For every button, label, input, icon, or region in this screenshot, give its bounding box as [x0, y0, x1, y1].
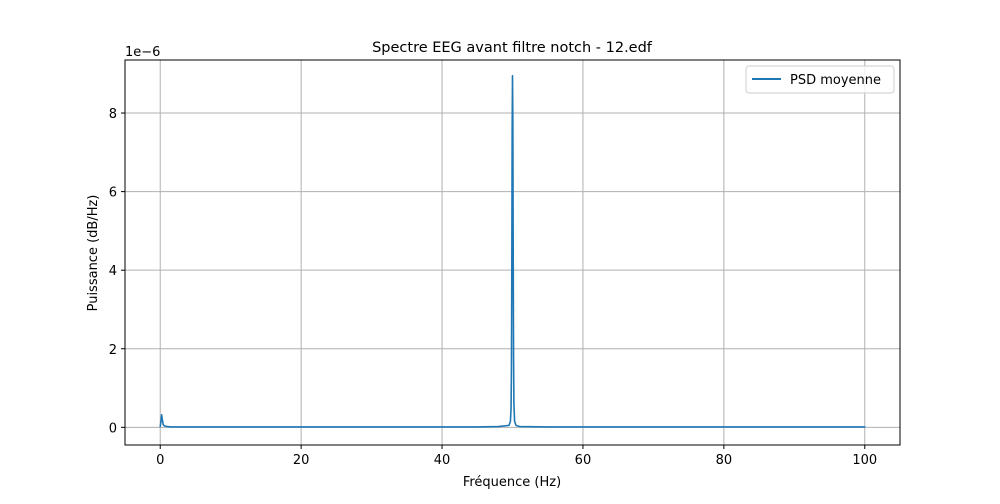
y-tick-label: 2	[109, 343, 117, 358]
x-axis-ticks: 0 20 40 60 80 100	[156, 445, 877, 468]
y-tick-label: 8	[109, 107, 117, 122]
x-tick-label: 0	[156, 453, 164, 468]
legend-box	[745, 65, 895, 94]
y-axis-scale-label: 1e−6	[125, 45, 160, 60]
y-tick-label: 4	[109, 264, 117, 279]
x-tick-label: 80	[716, 453, 733, 468]
y-tick-label: 6	[109, 186, 117, 201]
y-tick-label: 0	[109, 421, 117, 436]
x-tick-label: 100	[852, 453, 877, 468]
y-axis-ticks: 0 2 4 6 8	[109, 107, 125, 436]
chart-title: Spectre EEG avant filtre notch - 12.edf	[372, 40, 653, 56]
axes-frame	[124, 59, 901, 446]
series-layer	[159, 74, 866, 428]
x-axis-label: Fréquence (Hz)	[463, 475, 561, 490]
legend-label: PSD moyenne	[790, 73, 881, 88]
x-tick-label: 20	[293, 453, 310, 468]
legend: PSD moyenne	[745, 65, 895, 94]
series-line-0	[159, 74, 866, 428]
y-axis-label: Puissance (dB/Hz)	[86, 195, 101, 312]
x-tick-label: 60	[575, 453, 592, 468]
x-tick-label: 40	[434, 453, 451, 468]
